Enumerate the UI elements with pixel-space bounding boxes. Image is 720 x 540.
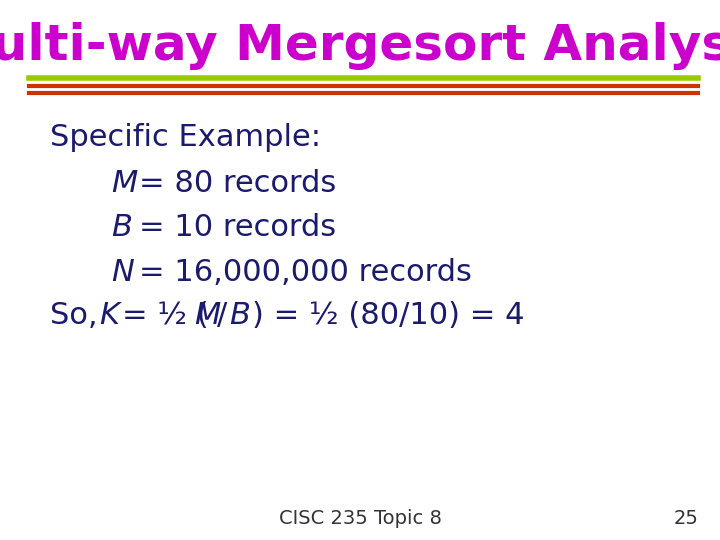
Text: Multi-way Mergesort Analysis: Multi-way Mergesort Analysis bbox=[0, 22, 720, 70]
Text: M: M bbox=[112, 169, 138, 198]
Text: B: B bbox=[112, 213, 132, 242]
Text: B: B bbox=[230, 301, 251, 330]
Text: /: / bbox=[217, 301, 228, 330]
Text: = 80 records: = 80 records bbox=[139, 169, 336, 198]
Text: N: N bbox=[112, 258, 135, 287]
Text: So,: So, bbox=[50, 301, 98, 330]
Text: K: K bbox=[99, 301, 120, 330]
Text: ) = ½ (80/10) = 4: ) = ½ (80/10) = 4 bbox=[252, 301, 524, 330]
Text: 25: 25 bbox=[673, 509, 698, 528]
Text: = 16,000,000 records: = 16,000,000 records bbox=[139, 258, 472, 287]
Text: CISC 235 Topic 8: CISC 235 Topic 8 bbox=[279, 509, 441, 528]
Text: M: M bbox=[194, 301, 221, 330]
Text: = ½ (: = ½ ( bbox=[122, 301, 209, 330]
Text: = 10 records: = 10 records bbox=[139, 213, 336, 242]
Text: Specific Example:: Specific Example: bbox=[50, 123, 321, 152]
